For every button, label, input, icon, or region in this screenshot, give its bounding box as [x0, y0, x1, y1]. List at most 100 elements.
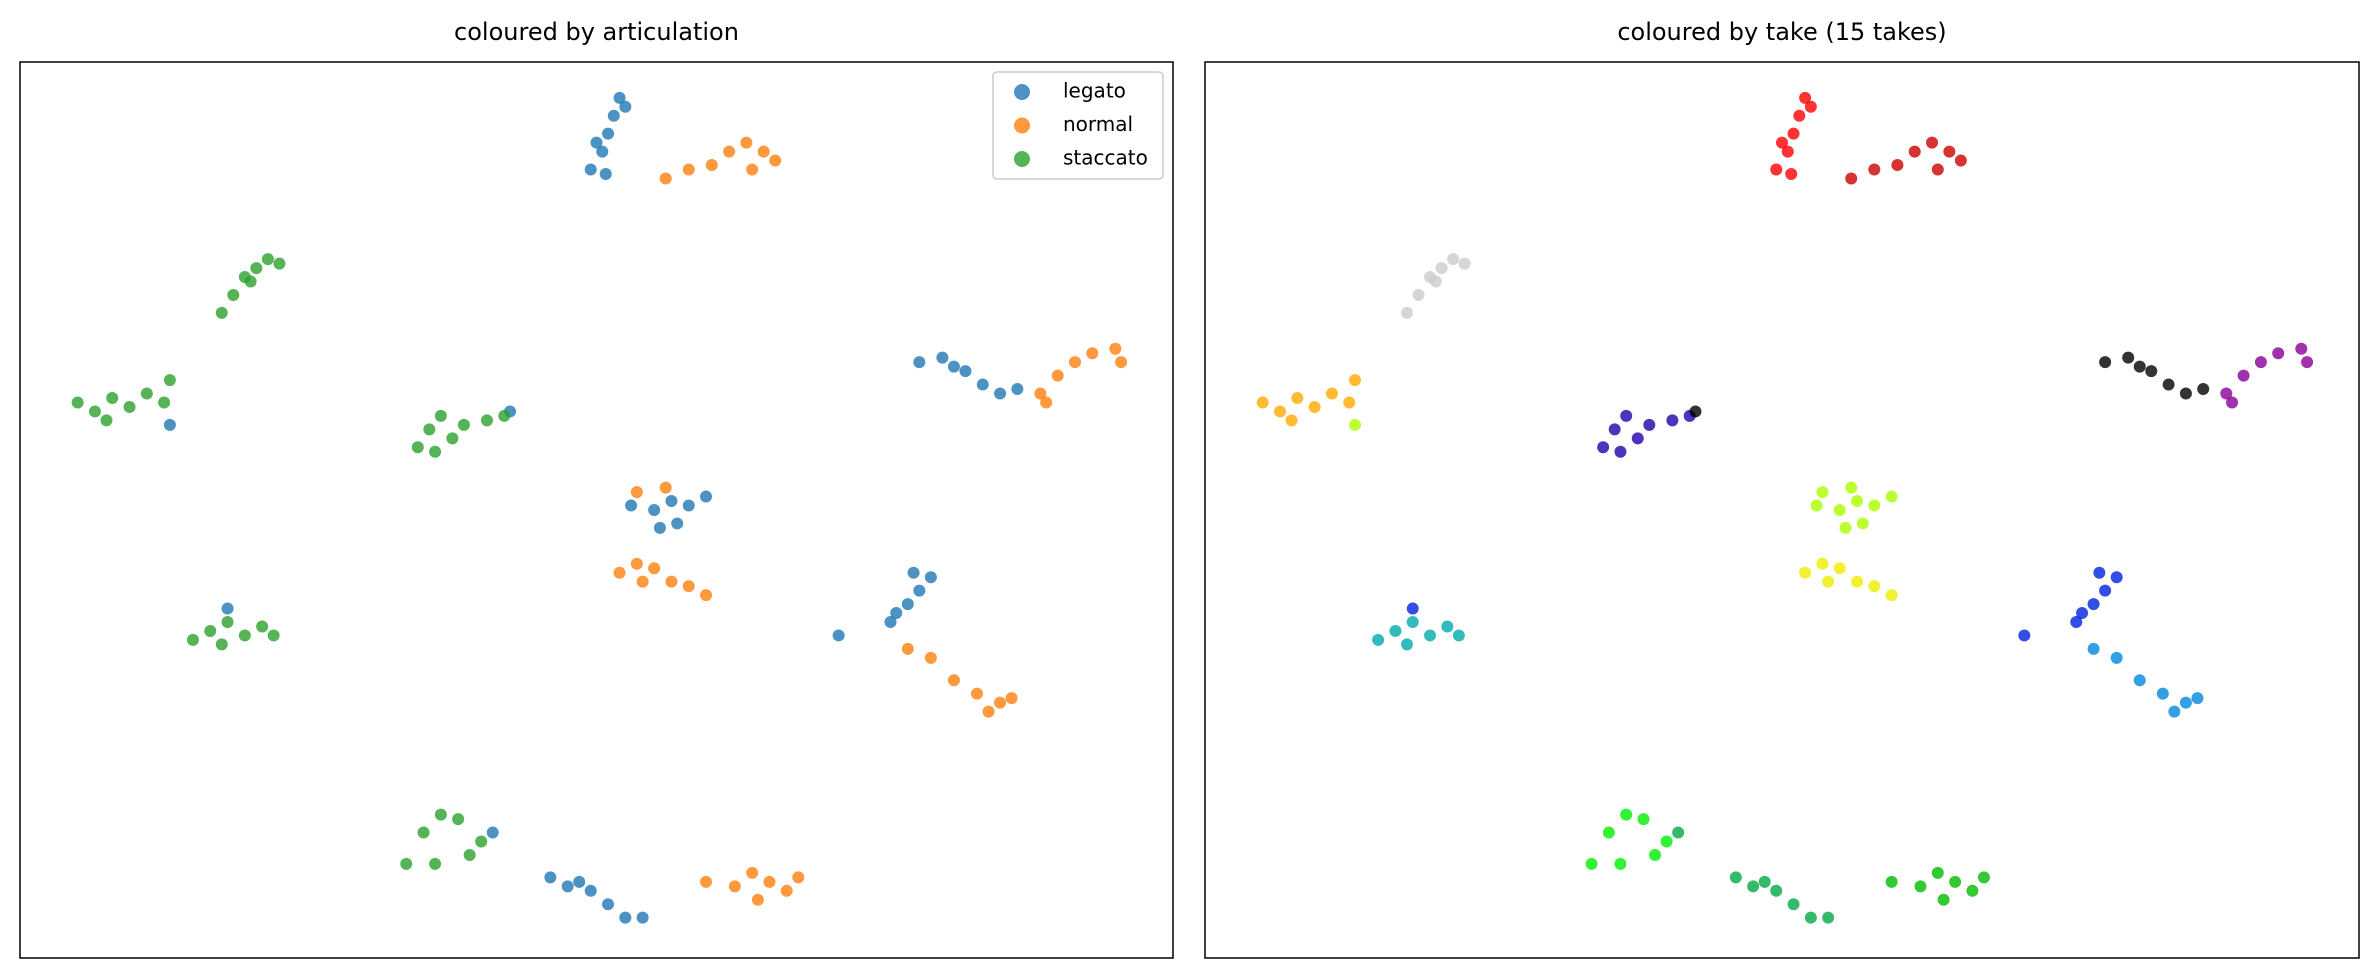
point [613, 91, 626, 104]
point [1672, 826, 1685, 839]
point [1966, 884, 1979, 897]
point [1597, 441, 1610, 454]
point [613, 566, 626, 579]
point [1349, 374, 1362, 387]
point [1034, 387, 1047, 400]
point [2145, 365, 2158, 378]
point [1666, 414, 1679, 427]
point [2133, 360, 2146, 373]
point [757, 145, 770, 158]
point [901, 598, 914, 611]
point [723, 145, 736, 158]
legend-marker [1014, 117, 1030, 134]
point [2087, 598, 2100, 611]
point [1758, 875, 1771, 888]
point [1068, 356, 1081, 369]
point [1274, 405, 1287, 418]
point [590, 136, 603, 149]
point [1115, 356, 1128, 369]
point [1785, 168, 1798, 180]
point [1949, 875, 1962, 888]
point [1614, 445, 1627, 458]
point [429, 857, 442, 870]
point [1585, 857, 1598, 870]
point [1447, 253, 1460, 266]
point [1389, 624, 1402, 637]
point [163, 418, 176, 431]
point [1086, 347, 1099, 360]
point [446, 432, 459, 445]
point [1372, 633, 1385, 646]
point [665, 495, 678, 508]
point [434, 808, 447, 821]
point [2237, 369, 2250, 382]
point [630, 486, 643, 499]
point [140, 387, 153, 400]
point [994, 696, 1007, 709]
point [1631, 432, 1644, 445]
point [2272, 347, 2285, 360]
point [1891, 159, 1904, 172]
point [1885, 490, 1898, 503]
point [619, 911, 632, 924]
point [746, 163, 759, 176]
point [475, 835, 488, 848]
point [123, 400, 136, 413]
point [970, 687, 983, 700]
point [890, 607, 903, 620]
point [1051, 369, 1064, 382]
legend-marker [1014, 84, 1030, 100]
point [1452, 629, 1465, 642]
point [1770, 884, 1783, 897]
point [1770, 163, 1783, 176]
point [1787, 127, 1800, 140]
point [584, 884, 597, 897]
point [1943, 145, 1956, 158]
point [1816, 557, 1829, 570]
point [463, 848, 476, 861]
point [1816, 486, 1829, 499]
point [2076, 607, 2089, 620]
point [1804, 911, 1817, 924]
point [2295, 342, 2308, 355]
point [480, 414, 493, 427]
point [1005, 692, 1018, 705]
point [1885, 589, 1898, 602]
point [400, 857, 413, 870]
point [2254, 356, 2267, 369]
point [452, 813, 465, 826]
point [267, 629, 280, 642]
point [653, 521, 666, 534]
point [832, 629, 845, 642]
point [2110, 571, 2123, 584]
point [1833, 504, 1846, 516]
point [429, 445, 442, 458]
point [1885, 875, 1898, 888]
point [221, 602, 234, 615]
point [1868, 580, 1881, 593]
legend-box [992, 71, 1164, 180]
point [1406, 616, 1419, 628]
point [423, 423, 436, 436]
point [1851, 575, 1864, 588]
point [700, 589, 713, 602]
point [659, 172, 672, 185]
point [261, 253, 274, 266]
point [994, 387, 1007, 400]
point [1406, 602, 1419, 615]
point [100, 414, 113, 427]
point [163, 374, 176, 387]
point [2087, 642, 2100, 655]
point [959, 365, 972, 378]
legend-label: staccato [1063, 146, 1148, 170]
point [740, 136, 753, 149]
point [1400, 638, 1413, 651]
point [457, 418, 470, 431]
point [936, 351, 949, 364]
point [1040, 396, 1053, 409]
legend-label: legato [1063, 79, 1126, 103]
point [1412, 288, 1425, 301]
point [1602, 826, 1615, 839]
legend-marker [1014, 151, 1030, 167]
point [561, 880, 574, 893]
